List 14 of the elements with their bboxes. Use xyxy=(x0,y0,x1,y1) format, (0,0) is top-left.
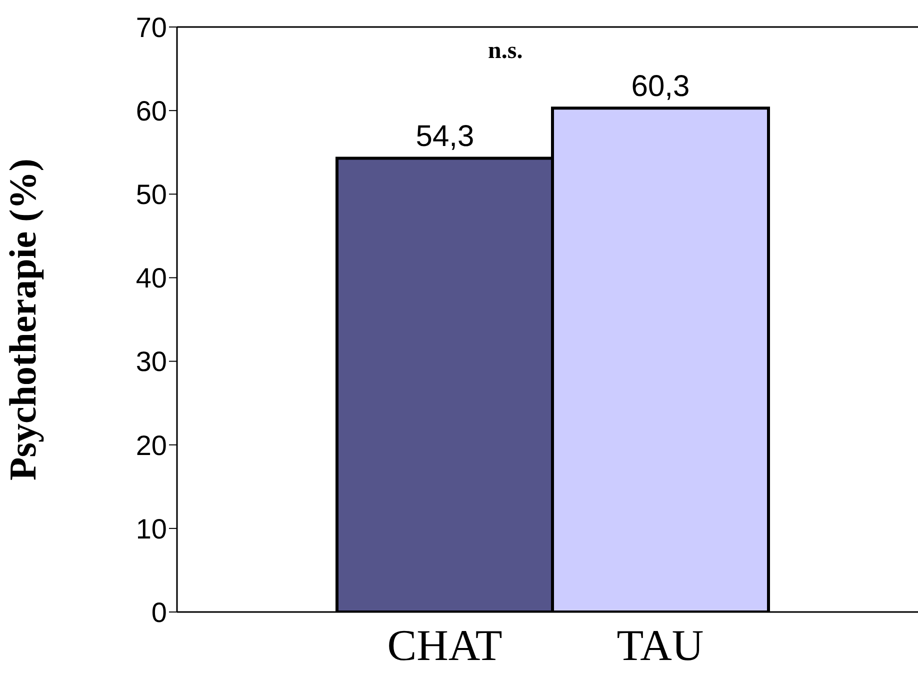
x-tick-label: TAU xyxy=(616,621,704,670)
data-label: 60,3 xyxy=(631,70,690,104)
y-axis-title: Psychotherapie (%) xyxy=(2,158,44,480)
x-tick-label: CHAT xyxy=(387,621,502,670)
y-tick-label: 20 xyxy=(136,430,167,461)
data-label: 54,3 xyxy=(416,120,474,154)
y-tick-label: 30 xyxy=(136,346,167,378)
y-tick-label: 0 xyxy=(151,596,167,628)
y-tick-label: 70 xyxy=(136,12,167,43)
y-tick-label: 40 xyxy=(136,262,167,294)
y-tick-label: 10 xyxy=(136,513,167,544)
y-tick-label: 50 xyxy=(136,179,167,210)
annotation: n.s. xyxy=(488,38,523,65)
y-tick-label: 60 xyxy=(136,96,167,127)
